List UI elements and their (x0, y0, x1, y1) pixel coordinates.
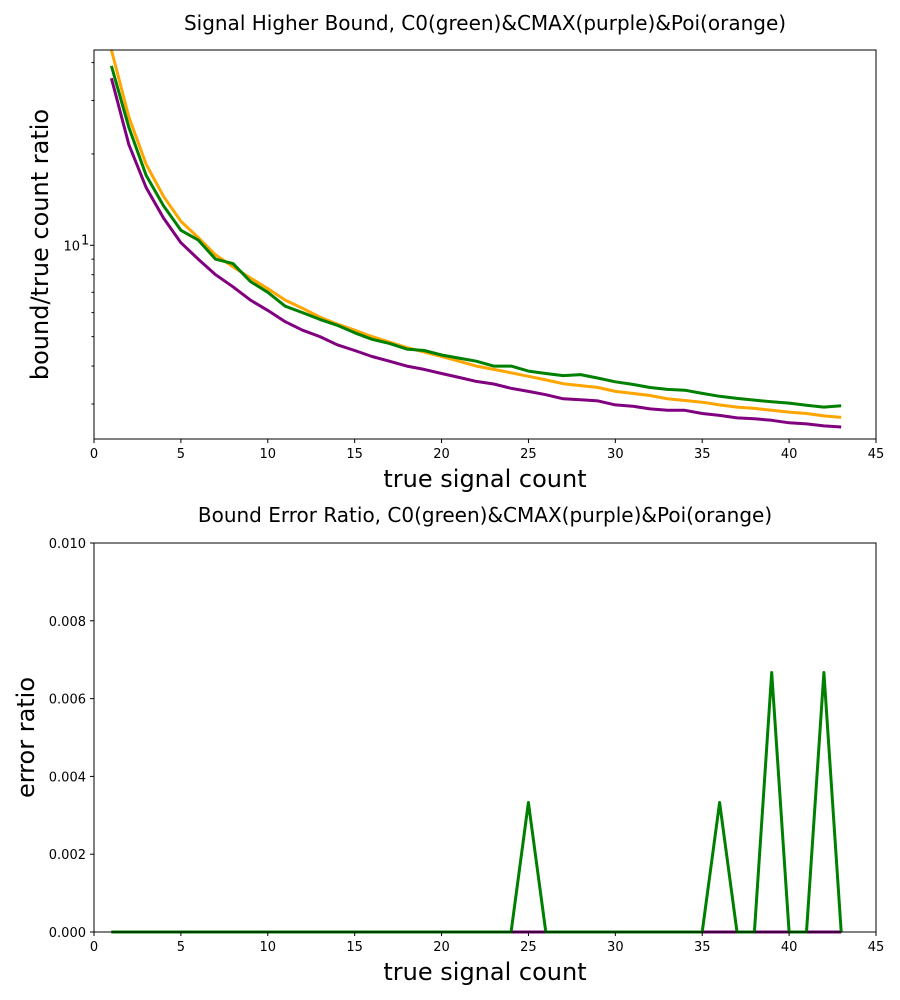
y-tick-exponent: 1 (81, 233, 89, 248)
x-axis-label: true signal count (383, 958, 586, 986)
x-tick-label: 40 (781, 447, 798, 462)
x-tick-label: 35 (694, 940, 711, 955)
y-tick-label: 0.002 (49, 848, 86, 863)
x-tick-label: 5 (177, 940, 185, 955)
y-axis-label: error ratio (12, 677, 40, 798)
y-tick-label: 0.000 (49, 926, 86, 941)
x-ticks: 0 5 10 15 20 25 30 35 40 45 (90, 439, 884, 462)
y-tick-label: 0.010 (49, 537, 86, 552)
x-tick-label: 40 (781, 940, 798, 955)
chart-title: Signal Higher Bound, C0(green)&CMAX(purp… (184, 11, 786, 35)
x-tick-label: 45 (868, 447, 885, 462)
x-tick-label: 20 (433, 447, 450, 462)
y-tick-label: 10 (63, 239, 80, 254)
y-axis-label: bound/true count ratio (26, 109, 54, 380)
plot-frame (93, 542, 877, 933)
chart-bound-error-ratio: Bound Error Ratio, C0(green)&CMAX(purple… (12, 503, 884, 986)
plot-frame (93, 49, 877, 440)
x-tick-label: 30 (607, 447, 624, 462)
series-line-1 (109, 65, 842, 409)
x-ticks: 0 5 10 15 20 25 30 35 40 45 (90, 932, 884, 955)
y-ticks: 0.000 0.002 0.004 0.006 0.008 0.010 (49, 537, 94, 941)
series-line-0 (109, 49, 842, 419)
chart-title: Bound Error Ratio, C0(green)&CMAX(purple… (198, 503, 772, 527)
y-tick-label: 0.006 (49, 693, 86, 708)
x-tick-label: 10 (260, 940, 277, 955)
x-tick-label: 45 (868, 940, 885, 955)
x-tick-label: 0 (90, 447, 98, 462)
series-lines (111, 671, 843, 934)
series-line-2 (109, 77, 842, 429)
x-tick-label: 20 (433, 940, 450, 955)
x-tick-label: 15 (346, 447, 363, 462)
x-tick-label: 35 (694, 447, 711, 462)
x-tick-label: 25 (520, 940, 537, 955)
chart-signal-higher-bound: Signal Higher Bound, C0(green)&CMAX(purp… (26, 11, 884, 493)
y-tick-label: 0.004 (49, 770, 86, 785)
y-ticks: 10 1 (63, 62, 94, 405)
y-tick-label: 0.008 (49, 615, 86, 630)
series-lines (109, 49, 842, 429)
series-line-2 (111, 671, 843, 934)
x-tick-label: 15 (346, 940, 363, 955)
x-axis-label: true signal count (383, 465, 586, 493)
x-tick-label: 10 (260, 447, 277, 462)
x-tick-label: 30 (607, 940, 624, 955)
x-tick-label: 25 (520, 447, 537, 462)
x-tick-label: 5 (177, 447, 185, 462)
x-tick-label: 0 (90, 940, 98, 955)
